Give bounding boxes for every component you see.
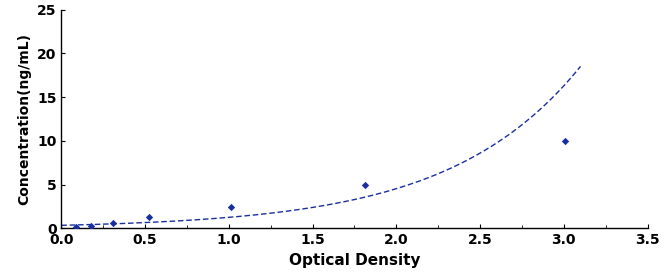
Point: [70, 225, 81, 229]
Point: [108, 221, 119, 225]
Point: [359, 183, 370, 187]
Y-axis label: Concentration(ng/mL): Concentration(ng/mL): [17, 33, 31, 205]
Point: [85, 224, 96, 228]
Point: [143, 215, 154, 220]
X-axis label: Optical Density: Optical Density: [289, 253, 420, 268]
Point: [560, 139, 571, 143]
Point: [226, 204, 236, 209]
